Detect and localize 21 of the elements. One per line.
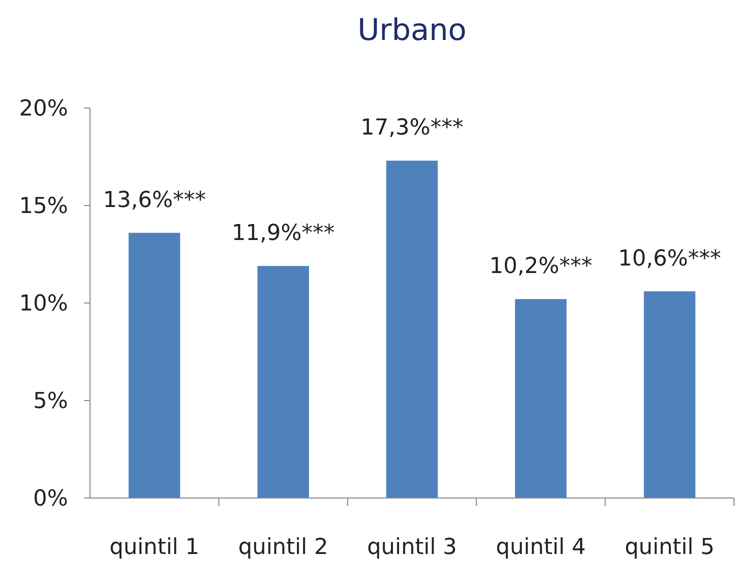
y-tick-label: 15%	[19, 194, 68, 220]
bar	[257, 266, 309, 498]
data-label: 13,6%***	[102, 188, 206, 213]
y-tick-label: 20%	[19, 96, 68, 122]
data-label: 11,9%***	[232, 220, 335, 246]
y-tick-label: 0%	[33, 486, 68, 512]
x-tick-label: quintil 4	[496, 535, 586, 560]
bar	[644, 291, 696, 498]
bar	[515, 299, 567, 498]
y-tick-label: 5%	[33, 389, 68, 414]
data-label: 10,6%***	[618, 246, 722, 272]
data-label: 10,2%***	[489, 254, 592, 280]
bar	[386, 160, 438, 498]
bar	[128, 232, 180, 498]
chart-title: Urbano	[357, 13, 467, 48]
data-label: 17,3%***	[360, 116, 464, 141]
x-tick-label: quintil 1	[109, 535, 200, 560]
x-tick-label: quintil 5	[624, 535, 715, 560]
x-tick-label: quintil 3	[367, 535, 457, 560]
x-tick-label: quintil 2	[238, 535, 328, 560]
y-tick-label: 10%	[19, 292, 68, 317]
